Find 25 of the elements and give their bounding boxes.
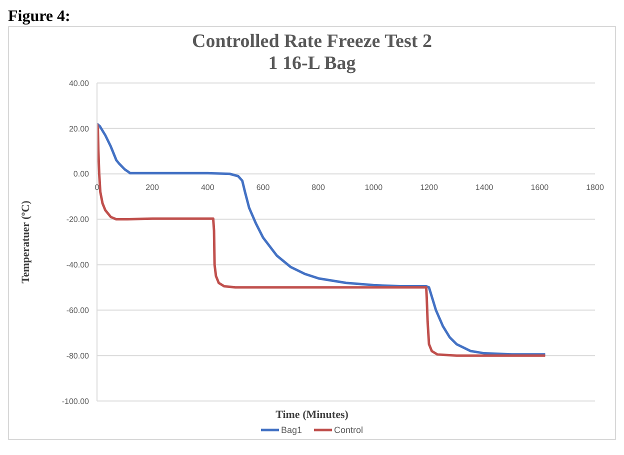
- x-tick-label: 0: [94, 182, 100, 192]
- legend-label: Control: [333, 425, 364, 435]
- x-tick-label: 1600: [530, 182, 550, 192]
- x-axis-title: Time (Minutes): [274, 409, 350, 421]
- y-tick-label: 20.00: [68, 124, 90, 134]
- x-tick-label: 800: [312, 182, 326, 192]
- x-tick-label: 600: [256, 182, 270, 192]
- y-axis-title: Temperatuer (ºC): [20, 200, 32, 284]
- legend-label: Bag1: [280, 425, 302, 435]
- y-tick-label: -60.00: [66, 306, 90, 315]
- x-tick-label: 1000: [364, 182, 384, 192]
- y-tick-label: 0.00: [73, 170, 90, 179]
- y-tick-label: 40.00: [68, 78, 90, 88]
- y-tick-label: -20.00: [66, 215, 90, 224]
- y-tick-label: -100.00: [62, 396, 90, 406]
- chart-subtitle: 1 16-L Bag: [267, 53, 357, 75]
- caption: Figure 4:: [8, 8, 72, 26]
- y-tick-label: -80.00: [66, 351, 90, 360]
- x-tick-label: 1400: [475, 182, 494, 192]
- chart-title: Controlled Rate Freeze Test 2: [191, 31, 433, 53]
- y-tick-label: -40.00: [66, 260, 90, 270]
- x-tick-label: 1200: [420, 182, 438, 192]
- x-tick-label: 1800: [586, 182, 604, 192]
- x-tick-label: 200: [146, 182, 160, 192]
- x-tick-label: 400: [200, 182, 215, 192]
